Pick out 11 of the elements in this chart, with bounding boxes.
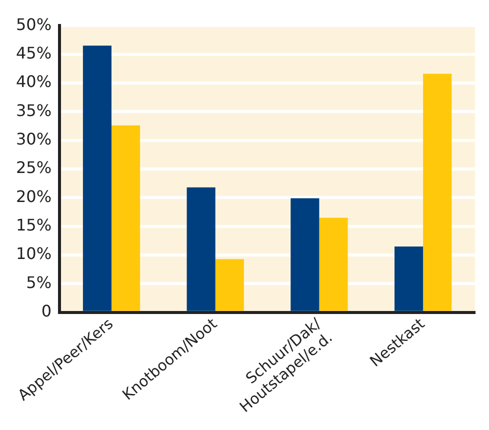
- y-tick-label: 35%: [16, 100, 52, 120]
- y-tick-label: 15%: [16, 216, 52, 235]
- y-tick-label: 0: [41, 302, 52, 321]
- y-tick-label: 5%: [26, 272, 52, 292]
- y-tick-label: 45%: [16, 43, 52, 62]
- y-tick-label: 50%: [16, 14, 52, 34]
- y-tick-label: 25%: [16, 158, 52, 178]
- y-tick-label: 20%: [16, 186, 52, 206]
- y-tick-label: 10%: [16, 244, 52, 264]
- y-tick-label: 30%: [16, 129, 52, 148]
- y-tick-label: 40%: [16, 72, 52, 92]
